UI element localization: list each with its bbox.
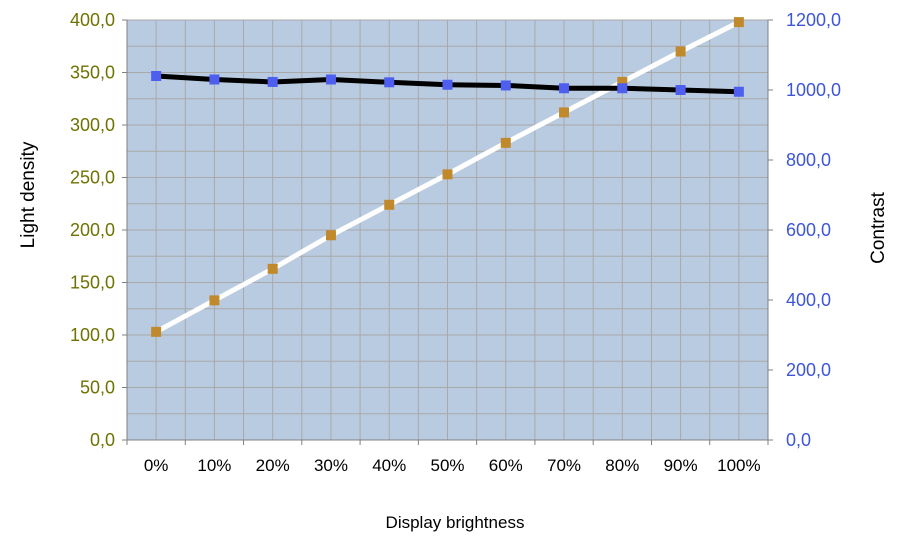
- data-point: [442, 79, 453, 90]
- x-tick-label: 90%: [664, 456, 698, 475]
- left-tick-label: 50,0: [80, 378, 115, 398]
- series-right: [151, 71, 744, 97]
- x-tick-label: 20%: [256, 456, 290, 475]
- right-tick-label: 600,0: [786, 220, 831, 240]
- x-tick-label: 50%: [430, 456, 464, 475]
- data-point: [151, 71, 162, 81]
- left-tick-label: 350,0: [70, 63, 115, 83]
- data-point: [733, 17, 744, 28]
- x-axis-ticks: 0% 10% 20% 30% 40% 50% 60% 70% 80% 90% 100%: [126, 440, 769, 475]
- series-left: [151, 17, 744, 337]
- left-tick-label: 0,0: [90, 430, 115, 450]
- data-point: [267, 76, 278, 87]
- data-point: [617, 76, 628, 87]
- data-point: [675, 85, 686, 95]
- data-point: [733, 86, 744, 97]
- data-point: [559, 107, 570, 118]
- right-tick-label: 400,0: [786, 290, 831, 310]
- x-axis-title: Display brightness: [386, 513, 525, 532]
- data-point: [267, 263, 278, 274]
- right-tick-label: 1000,0: [786, 80, 841, 100]
- x-tick-label: 80%: [605, 456, 639, 475]
- data-point: [325, 74, 336, 85]
- right-tick-label: 0,0: [786, 430, 811, 450]
- series-layer: [151, 17, 744, 337]
- right-axis-ticks: 0,0 200,0 400,0 600,0 800,0 1000,0 1200,0: [768, 10, 841, 450]
- data-point: [500, 80, 511, 91]
- data-point: [559, 83, 570, 94]
- x-tick-label: 60%: [489, 456, 523, 475]
- x-tick-label: 70%: [547, 456, 581, 475]
- right-tick-label: 200,0: [786, 360, 831, 380]
- x-tick-label: 40%: [372, 456, 406, 475]
- data-point: [209, 74, 220, 85]
- left-tick-label: 200,0: [70, 220, 115, 240]
- right-axis-title: Contrast: [868, 191, 889, 264]
- data-point: [209, 295, 220, 306]
- data-point: [675, 46, 686, 57]
- left-axis-title: Light density: [18, 141, 39, 248]
- right-tick-label: 1200,0: [786, 10, 841, 30]
- data-point: [500, 137, 511, 148]
- data-point: [151, 326, 162, 337]
- left-tick-label: 150,0: [70, 273, 115, 293]
- data-point: [384, 77, 395, 88]
- x-tick-label: 100%: [717, 456, 760, 475]
- x-tick-label: 30%: [314, 456, 348, 475]
- data-point: [442, 169, 453, 180]
- x-tick-label: 0%: [144, 456, 169, 475]
- data-point: [384, 199, 395, 210]
- left-tick-label: 250,0: [70, 168, 115, 188]
- data-point: [325, 230, 336, 241]
- left-tick-label: 300,0: [70, 115, 115, 135]
- left-axis-ticks: 0,0 50,0 100,0 150,0 200,0 250,0 300,0 350,0 400…: [70, 10, 127, 450]
- left-tick-label: 400,0: [70, 10, 115, 30]
- right-tick-label: 800,0: [786, 150, 831, 170]
- x-tick-label: 10%: [197, 456, 231, 475]
- left-tick-label: 100,0: [70, 325, 115, 345]
- data-point: [617, 83, 628, 94]
